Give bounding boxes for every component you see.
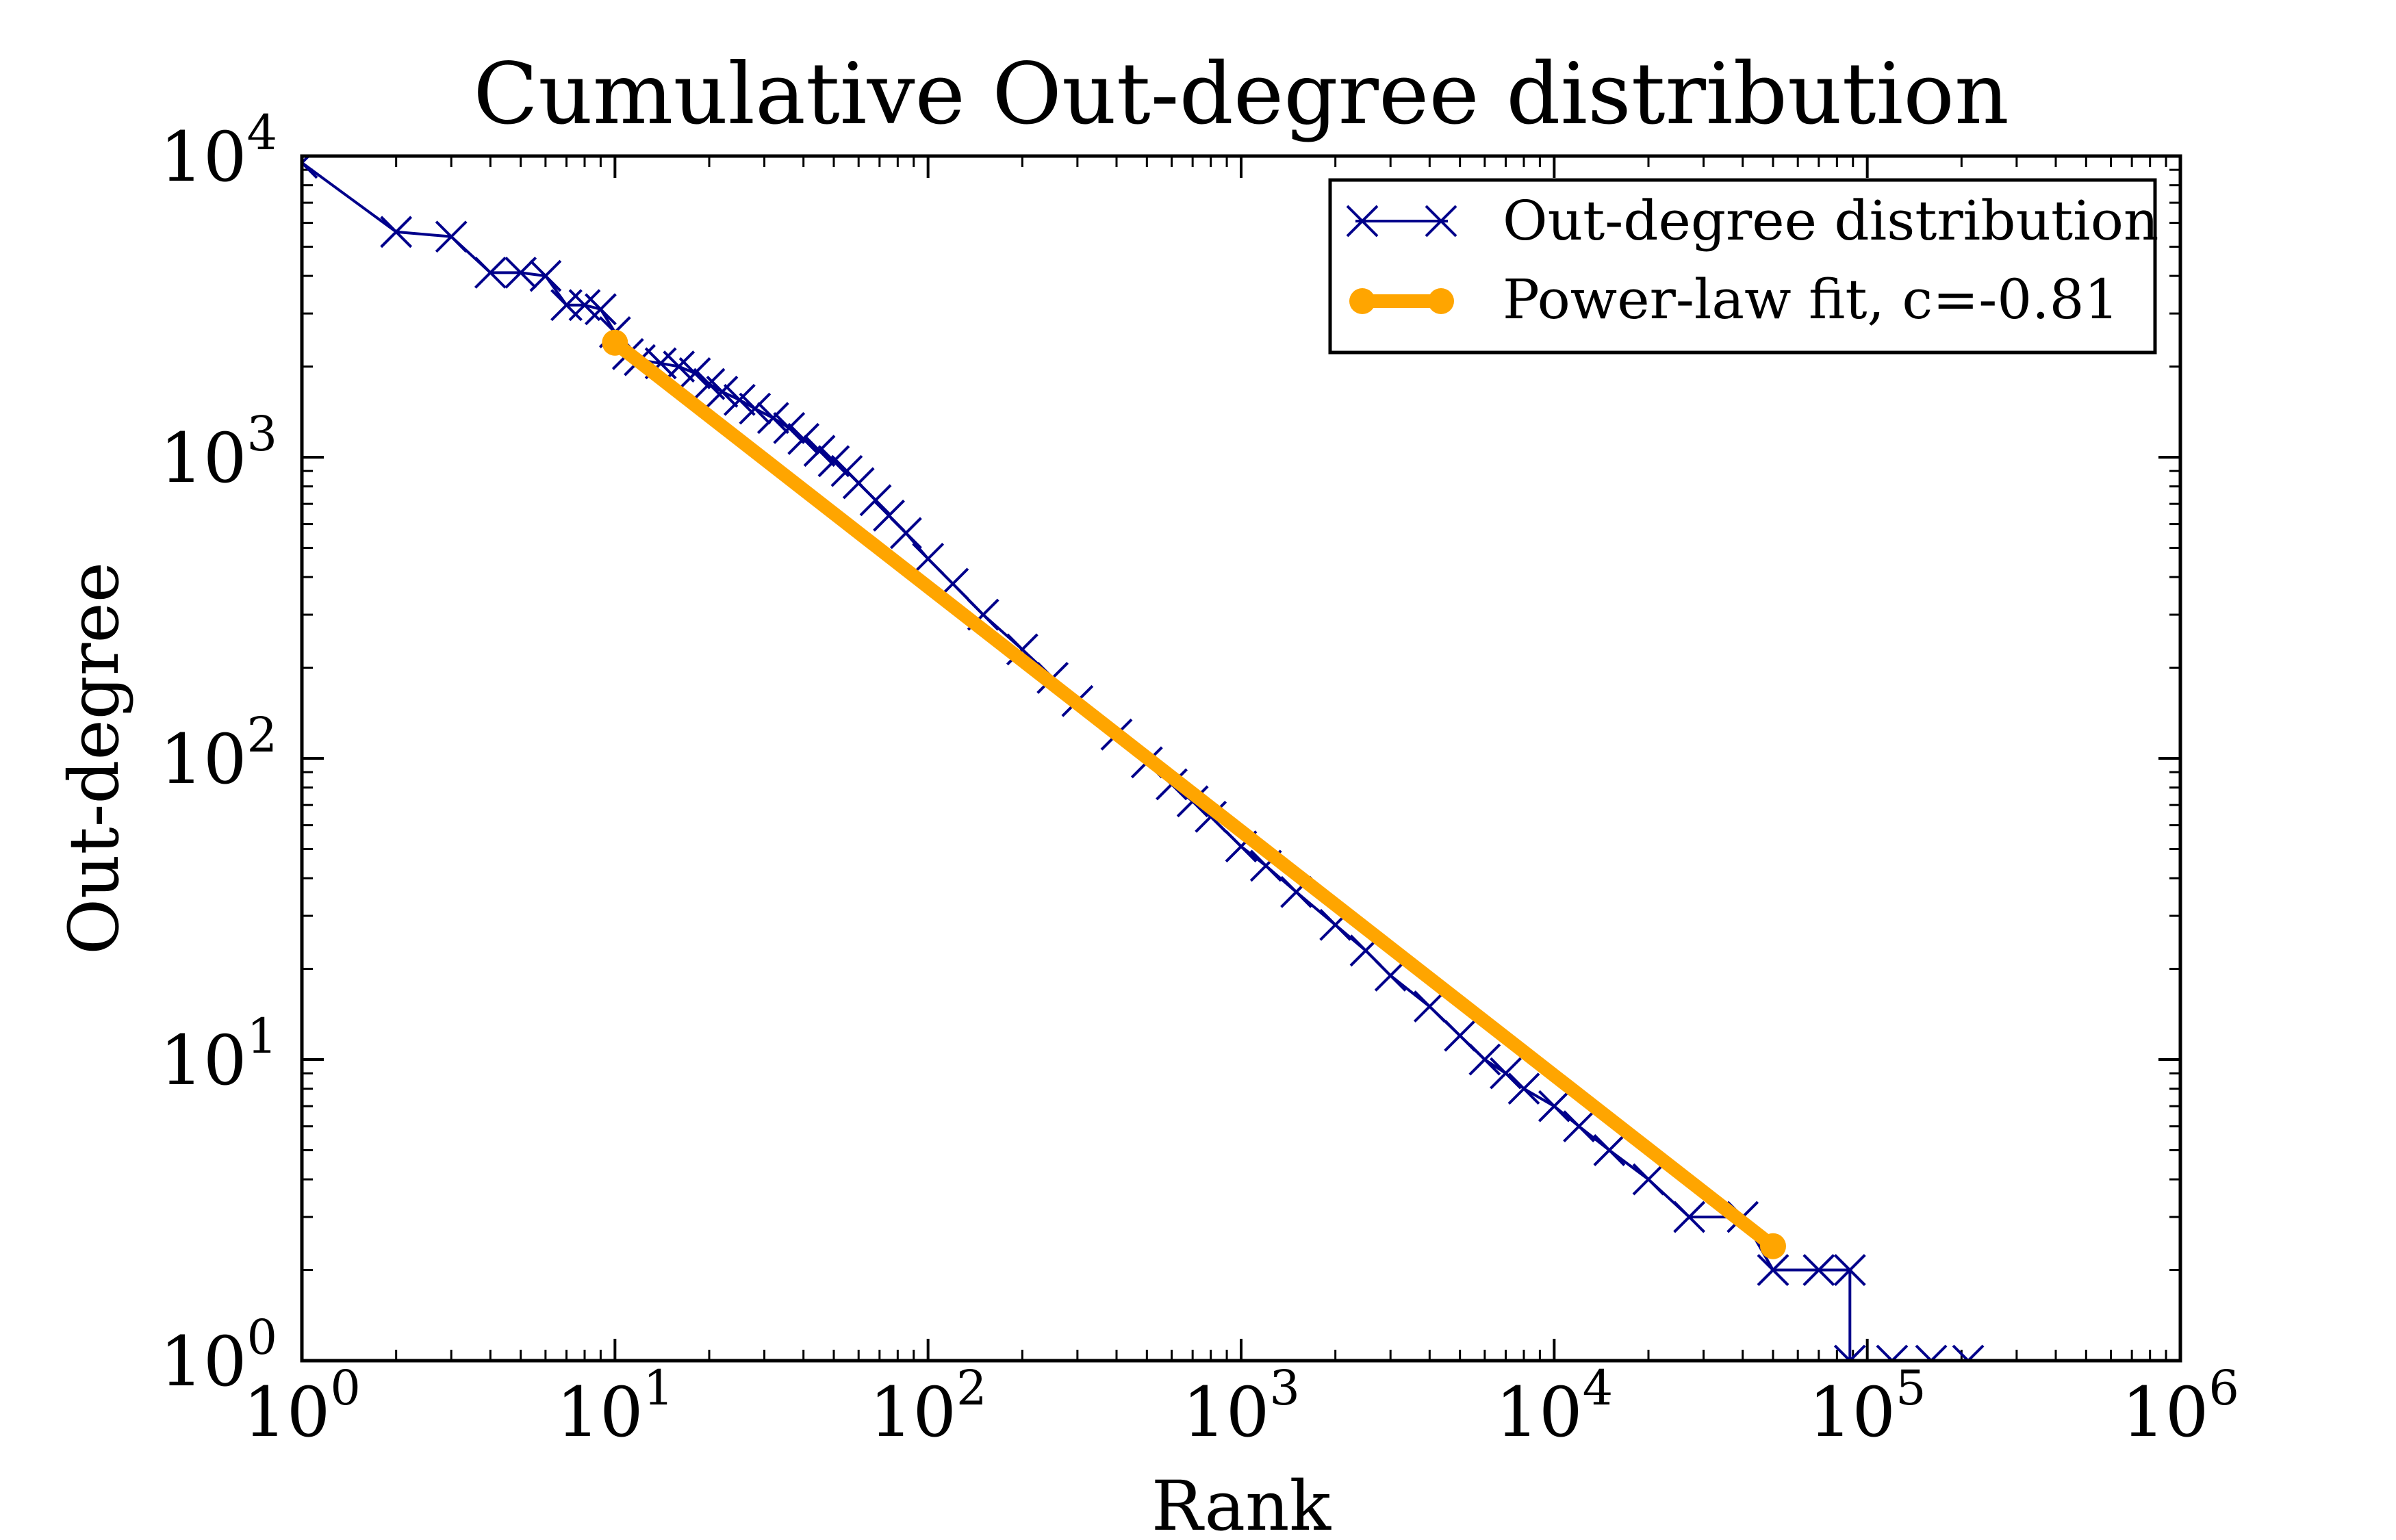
legend-marks (1346, 205, 1457, 314)
legend-swatch-out-degree-marker (1346, 205, 1379, 238)
y-axis-label: Out-degree (54, 562, 134, 955)
legend-swatch-out-degree-marker (1425, 205, 1457, 238)
legend: Out-degree distribution Power-law fit, c… (1328, 178, 2158, 355)
out-degree-point (1876, 1344, 1909, 1361)
y-tick-label: 101 (160, 1008, 277, 1101)
x-tick-label: 105 (1809, 1360, 1926, 1452)
legend-swatch-power-law-marker (1428, 288, 1454, 314)
out-degree-point (1833, 1254, 1866, 1286)
out-degree-point (1538, 1090, 1570, 1122)
out-degree-point (803, 435, 836, 467)
x-tick-label: 106 (2121, 1360, 2239, 1452)
out-degree-point (678, 357, 711, 389)
data-layer (302, 156, 1985, 1361)
out-degree-point (1413, 990, 1446, 1023)
legend-swatch-power-law-marker (1349, 288, 1375, 314)
out-degree-point (1490, 1057, 1522, 1090)
chart-title: Cumulative Out-degree distribution (473, 45, 2009, 144)
out-degree-point (529, 259, 562, 292)
legend-box (1328, 178, 2157, 355)
out-degree-point (1952, 1344, 1985, 1361)
out-degree-point (474, 256, 507, 289)
out-degree-point (1632, 1163, 1665, 1196)
x-tick-label: 100 (243, 1360, 361, 1452)
out-degree-point (1593, 1134, 1626, 1166)
out-degree-point (435, 220, 468, 253)
out-degree-point (1563, 1110, 1595, 1143)
power-law-fit-point (602, 329, 628, 356)
out-degree-point (889, 517, 922, 550)
out-degree-point (787, 422, 820, 455)
x-tick-label: 102 (869, 1360, 987, 1452)
out-degree-point (1673, 1201, 1706, 1233)
y-tick-label: 102 (160, 707, 277, 799)
out-degree-point (756, 402, 789, 435)
x-tick-label: 101 (556, 1360, 674, 1452)
y-tick-label: 104 (160, 105, 277, 197)
x-tick-label: 104 (1495, 1360, 1613, 1452)
x-tick-label: 103 (1182, 1360, 1300, 1452)
out-degree-point (773, 411, 806, 444)
out-degree-point (706, 375, 739, 408)
minor-ticks (302, 156, 2180, 1361)
out-degree-point (380, 216, 413, 248)
out-degree-point (817, 445, 850, 478)
y-tick-label: 103 (160, 406, 277, 498)
out-degree-point (859, 484, 892, 517)
y-tick-label: 100 (160, 1309, 277, 1402)
legend-label-out-degree: Out-degree distribution (1503, 189, 2158, 253)
out-degree-point (302, 156, 318, 179)
out-degree-point (1374, 959, 1407, 992)
out-degree-point (1507, 1073, 1540, 1105)
out-degree-point (1757, 1254, 1789, 1286)
out-degree-point (1915, 1344, 1948, 1361)
y-tick-labels: 100 101 102 103 104 (160, 105, 277, 1402)
power-law-fit-point (1759, 1233, 1786, 1259)
x-axis-label: Rank (1151, 1466, 1332, 1540)
plot-frame (300, 154, 2182, 1363)
out-degree-point (1802, 1254, 1835, 1286)
legend-label-power-law-fit: Power-law fit, c=-0.81 (1503, 268, 2119, 331)
x-tick-labels: 100 101 102 103 104 105 106 (243, 1360, 2239, 1452)
out-degree-point (739, 392, 772, 425)
out-degree-point (1468, 1043, 1501, 1076)
out-degree-point (1833, 1344, 1866, 1361)
out-degree-point (584, 293, 617, 326)
series-power-law-fit-line (611, 337, 1778, 1252)
plot-area (302, 156, 2180, 1361)
out-degree-point (723, 383, 756, 416)
